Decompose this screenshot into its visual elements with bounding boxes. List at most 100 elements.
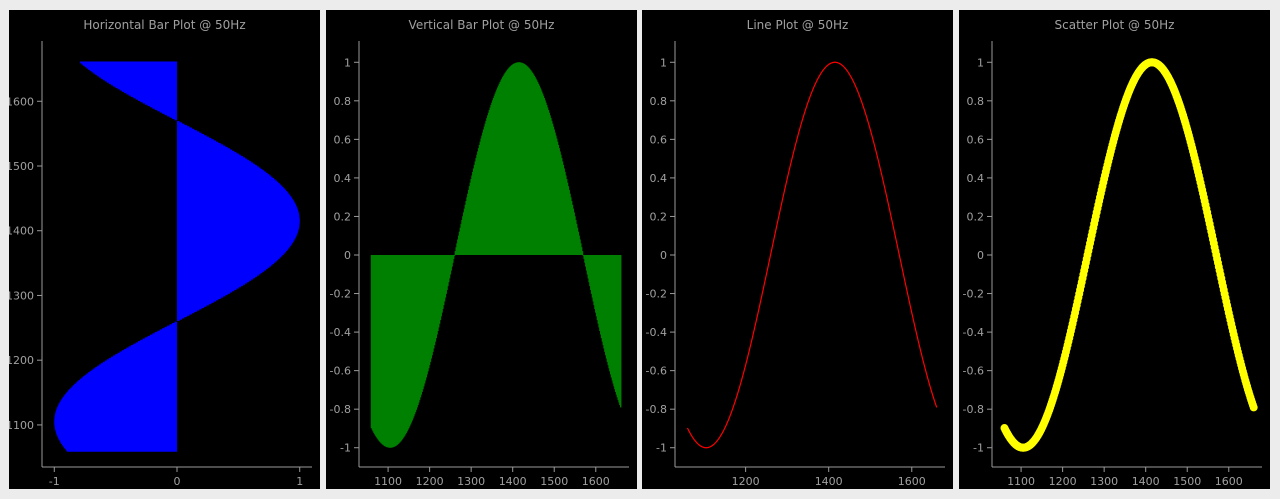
bar — [177, 136, 209, 139]
bar — [583, 255, 585, 259]
y-tick-label: 0 — [977, 249, 984, 262]
bar — [467, 193, 469, 255]
x-tick-label: 1300 — [1090, 475, 1118, 488]
bar — [117, 87, 177, 90]
bar — [174, 321, 177, 324]
bar — [177, 240, 294, 243]
bar — [504, 72, 506, 255]
bar — [177, 244, 292, 246]
bar — [438, 255, 440, 328]
bar — [177, 269, 265, 272]
bar — [177, 170, 265, 173]
bar — [565, 175, 567, 255]
bar — [54, 425, 177, 428]
bar — [455, 247, 457, 255]
bar — [177, 231, 298, 233]
bar — [467, 189, 470, 255]
bar — [177, 135, 207, 138]
bar — [177, 194, 291, 197]
bar — [137, 99, 177, 101]
bar — [91, 70, 177, 73]
y-tick-label: -0.8 — [646, 403, 667, 416]
bar — [177, 167, 261, 170]
bar — [408, 255, 410, 429]
bar — [177, 183, 280, 186]
bar — [448, 255, 450, 283]
bar — [389, 255, 392, 448]
bar — [466, 197, 468, 255]
bar — [54, 417, 177, 420]
bar — [488, 110, 491, 255]
bar — [54, 422, 178, 425]
bar — [83, 376, 177, 378]
y-tick-label: 1200 — [9, 354, 34, 367]
bar — [177, 149, 233, 152]
bar — [548, 112, 550, 255]
bar — [550, 118, 552, 255]
bar — [177, 121, 180, 123]
bar — [177, 166, 259, 169]
bar — [432, 255, 434, 352]
bar — [84, 374, 177, 377]
bar — [169, 115, 177, 118]
bar — [177, 197, 293, 200]
bar — [58, 403, 177, 406]
bar — [415, 255, 418, 410]
bar — [595, 255, 597, 313]
bar — [149, 334, 177, 337]
bar — [471, 175, 473, 255]
bar — [177, 277, 254, 280]
bar — [424, 255, 427, 381]
bar — [399, 255, 402, 442]
bar — [521, 63, 524, 255]
bar — [461, 220, 463, 255]
bar — [60, 400, 177, 403]
bar — [532, 74, 535, 255]
bar — [393, 255, 395, 447]
bar — [106, 359, 177, 362]
bar — [395, 255, 398, 446]
bar — [580, 247, 583, 255]
chart-title: Vertical Bar Plot @ 50Hz — [409, 18, 555, 32]
bar — [177, 181, 279, 184]
bar — [616, 255, 619, 398]
bar — [142, 101, 177, 104]
bar — [177, 131, 200, 134]
bar — [63, 445, 177, 448]
bar — [433, 255, 435, 349]
bar — [605, 255, 608, 359]
y-tick-label: -0.4 — [963, 326, 984, 339]
bar — [412, 255, 414, 419]
x-tick-label: 1300 — [457, 475, 485, 488]
bar — [611, 255, 614, 381]
bar — [177, 139, 214, 142]
bar — [102, 361, 177, 364]
bar — [79, 378, 177, 381]
bar — [177, 187, 284, 189]
bar — [433, 255, 436, 346]
bar — [492, 100, 494, 256]
bar — [57, 434, 178, 437]
y-tick-label: -0.2 — [330, 288, 351, 301]
bar — [177, 267, 268, 270]
bar — [177, 264, 271, 267]
bar — [439, 255, 442, 321]
bar — [555, 135, 557, 255]
bar — [524, 64, 526, 255]
bar — [177, 295, 224, 298]
bar — [177, 290, 233, 293]
bar — [568, 189, 570, 255]
bar — [177, 128, 195, 131]
bar — [536, 81, 539, 255]
bar — [167, 325, 177, 328]
y-tick-label: 0 — [660, 249, 667, 262]
bar — [55, 413, 177, 416]
bar — [130, 345, 177, 347]
bar — [383, 255, 385, 446]
bar — [437, 255, 439, 332]
bar — [507, 68, 510, 255]
bar — [443, 255, 445, 306]
series-marks — [686, 61, 938, 449]
bar — [462, 216, 464, 255]
bar — [400, 255, 403, 441]
